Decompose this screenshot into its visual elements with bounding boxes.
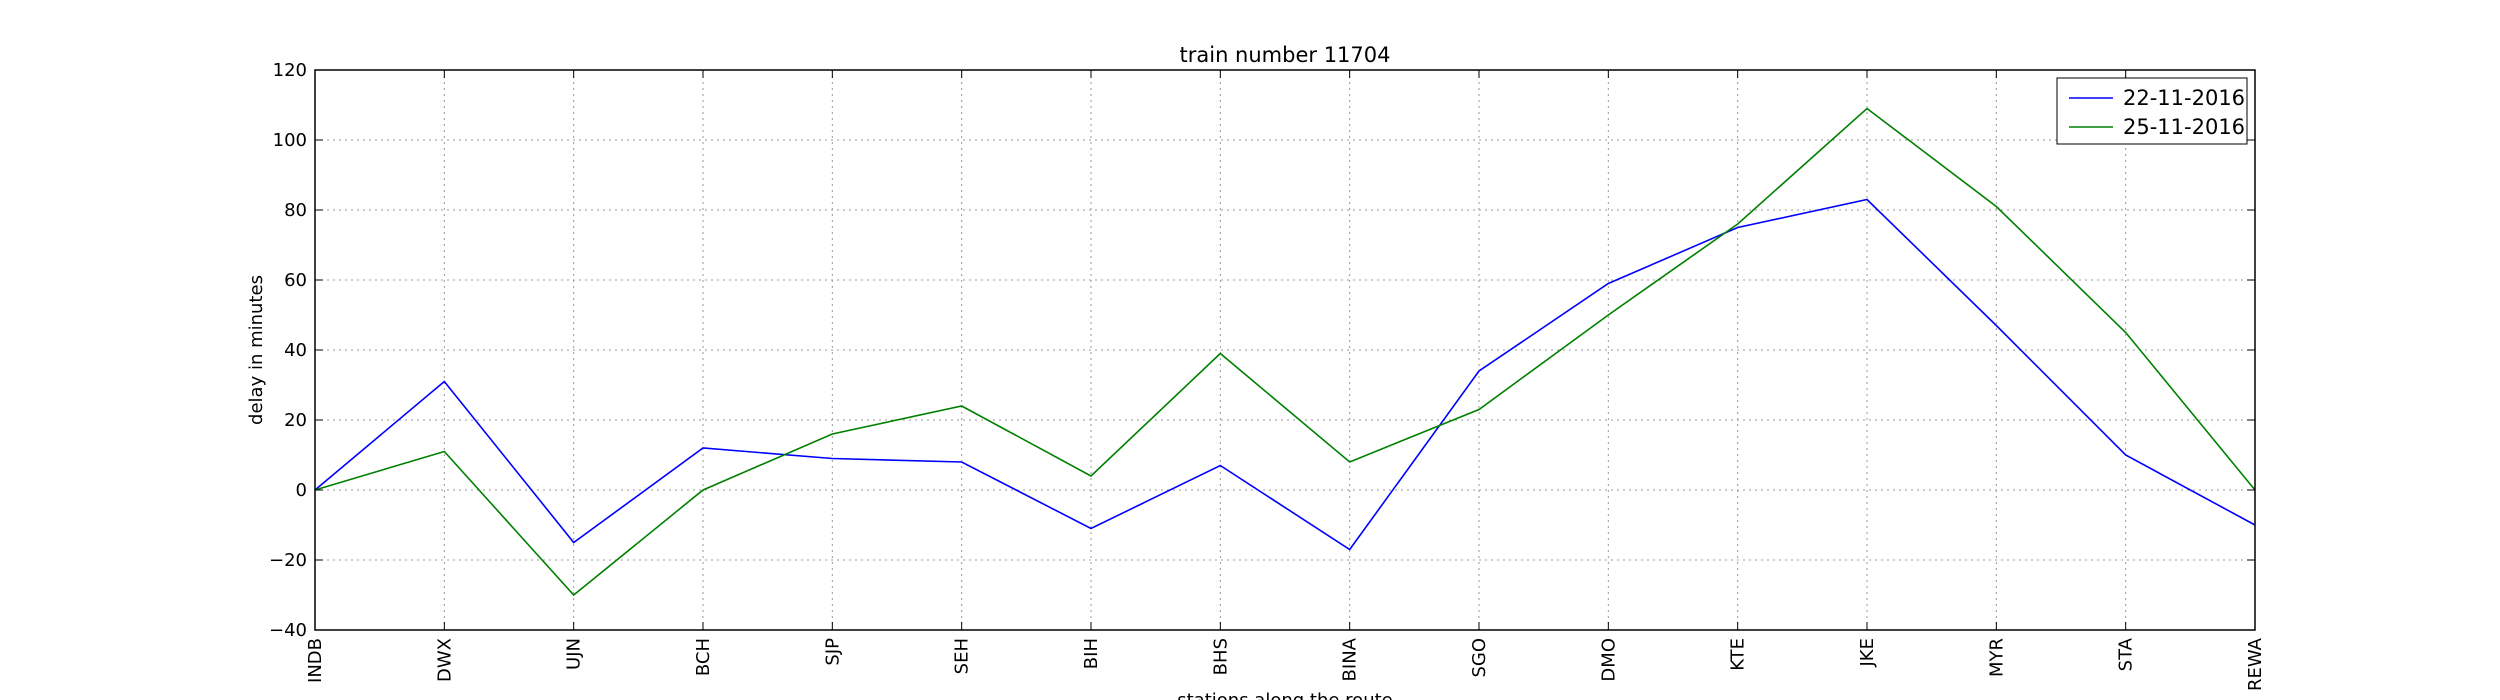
y-tick-label: 0	[296, 480, 307, 501]
y-tick-label: 20	[284, 410, 307, 431]
legend: 22-11-2016 25-11-2016	[2056, 77, 2248, 145]
series-line-1	[314, 198, 2256, 551]
x-tick-label: UJN	[564, 638, 585, 670]
x-tick-label: SEH	[952, 638, 973, 674]
y-tick-label: 100	[273, 130, 307, 151]
x-tick-label: SJP	[822, 638, 843, 666]
x-tick-label: STA	[2116, 637, 2137, 671]
x-tick-label: DMO	[1598, 638, 1619, 682]
x-tick-label: JKE	[1857, 638, 1878, 668]
x-tick-label: INDB	[305, 638, 326, 683]
y-tick-label: 60	[284, 270, 307, 291]
y-axis-label: delay in minutes	[246, 275, 267, 425]
x-tick-label: KTE	[1728, 638, 1749, 671]
legend-label: 25-11-2016	[2123, 115, 2245, 139]
x-tick-label: BINA	[1340, 637, 1361, 681]
x-axis-label: stations along the route	[1177, 690, 1392, 700]
x-tick-label: DWX	[434, 638, 455, 682]
y-tick-label: −40	[269, 620, 307, 641]
y-tick-label: −20	[269, 550, 307, 571]
x-tick-label: BCH	[693, 638, 714, 676]
chart-title: train number 11704	[1180, 43, 1391, 67]
x-tick-label: BIH	[1081, 638, 1102, 669]
x-tick-label: BHS	[1210, 638, 1231, 675]
y-tick-label: 80	[284, 200, 307, 221]
y-tick-label: 120	[273, 60, 307, 81]
x-axis-ticks: INDB DWX UJN BCH SJP SEH BIH BHS BINA SGO DMO KTE JK…	[305, 70, 2266, 691]
y-axis-ticks: −40 −20 0 20 40 60 80 100 120	[269, 60, 2255, 641]
x-tick-label: REWA	[2245, 637, 2266, 691]
series-lines	[314, 107, 2256, 597]
x-tick-label: MYR	[1986, 638, 2007, 677]
x-tick-label: SGO	[1469, 638, 1490, 678]
y-tick-label: 40	[284, 340, 307, 361]
legend-label: 22-11-2016	[2123, 86, 2245, 110]
series-line-2	[314, 107, 2256, 597]
legend-box	[2056, 77, 2248, 145]
